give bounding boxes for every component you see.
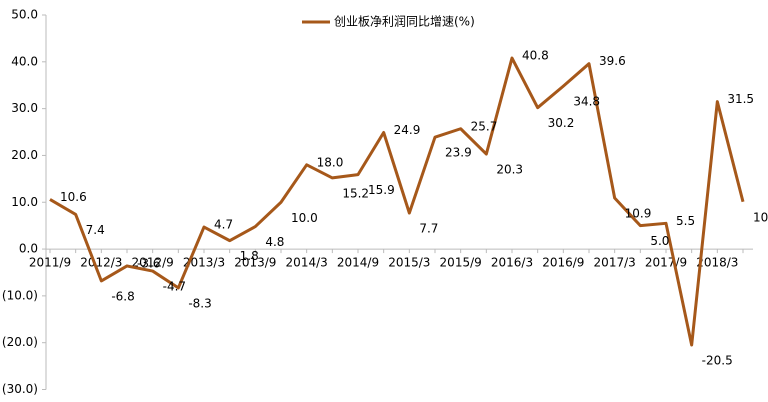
x-tick-label: 2015/3 [388, 256, 430, 270]
data-label: 10.6 [60, 190, 87, 204]
x-tick-label: 2018/3 [696, 256, 738, 270]
x-tick-label: 2012/9 [132, 256, 174, 270]
data-label: 30.2 [548, 116, 575, 130]
data-line [49, 56, 745, 347]
y-tick-label: (10.0) [2, 288, 38, 302]
data-label: -6.8 [111, 289, 134, 303]
data-label: 24.9 [394, 123, 421, 137]
x-tick-label: 2015/9 [440, 256, 482, 270]
data-label: 5.5 [676, 214, 695, 228]
x-tick-label: 2016/3 [491, 256, 533, 270]
y-tick-label: 40.0 [11, 54, 38, 68]
y-tick-label: 10.0 [11, 195, 38, 209]
legend-label: 创业板净利润同比增速(%) [334, 15, 475, 29]
x-tick-label: 2014/3 [286, 256, 328, 270]
data-label: -4.7 [163, 280, 186, 294]
y-tick-label: 20.0 [11, 148, 38, 162]
data-label: -8.3 [188, 296, 211, 310]
data-label: 7.7 [419, 222, 438, 236]
y-tick-label: 0.0 [19, 242, 38, 256]
data-label: -3.6 [137, 256, 160, 270]
data-label: 10.1 [753, 210, 768, 224]
data-label: 10.0 [291, 211, 318, 225]
x-tick-label: 2011/9 [29, 256, 71, 270]
y-tick-label: (20.0) [2, 335, 38, 349]
data-label: 18.0 [317, 155, 344, 169]
data-label: 31.5 [727, 92, 754, 106]
data-label: 1.8 [240, 249, 259, 263]
data-label: 39.6 [599, 54, 626, 68]
data-label: 10.9 [625, 207, 652, 221]
x-tick-label: 2017/3 [594, 256, 636, 270]
data-label: -20.5 [702, 354, 733, 368]
x-tick-label: 2013/3 [183, 256, 225, 270]
x-tick-label: 2014/9 [337, 256, 379, 270]
x-tick-label: 2012/3 [80, 256, 122, 270]
data-label: 4.7 [214, 218, 233, 232]
data-label: 7.4 [86, 223, 105, 237]
data-label: 15.2 [342, 186, 369, 200]
x-tick-label: 2013/9 [234, 256, 276, 270]
x-tick-label: 2016/9 [542, 256, 584, 270]
x-tick-label: 2017/9 [645, 256, 687, 270]
data-label: 40.8 [522, 49, 549, 63]
data-label: 4.8 [265, 235, 284, 249]
data-label: 20.3 [496, 163, 523, 177]
y-tick-label: 30.0 [11, 101, 38, 115]
y-tick-label: 50.0 [11, 8, 38, 22]
y-tick-label: (30.0) [2, 382, 38, 396]
data-label: 25.7 [471, 119, 498, 133]
data-label: 23.9 [445, 146, 472, 160]
data-label: 15.9 [368, 183, 395, 197]
data-label: 5.0 [650, 234, 669, 248]
data-label: 34.8 [573, 95, 600, 109]
